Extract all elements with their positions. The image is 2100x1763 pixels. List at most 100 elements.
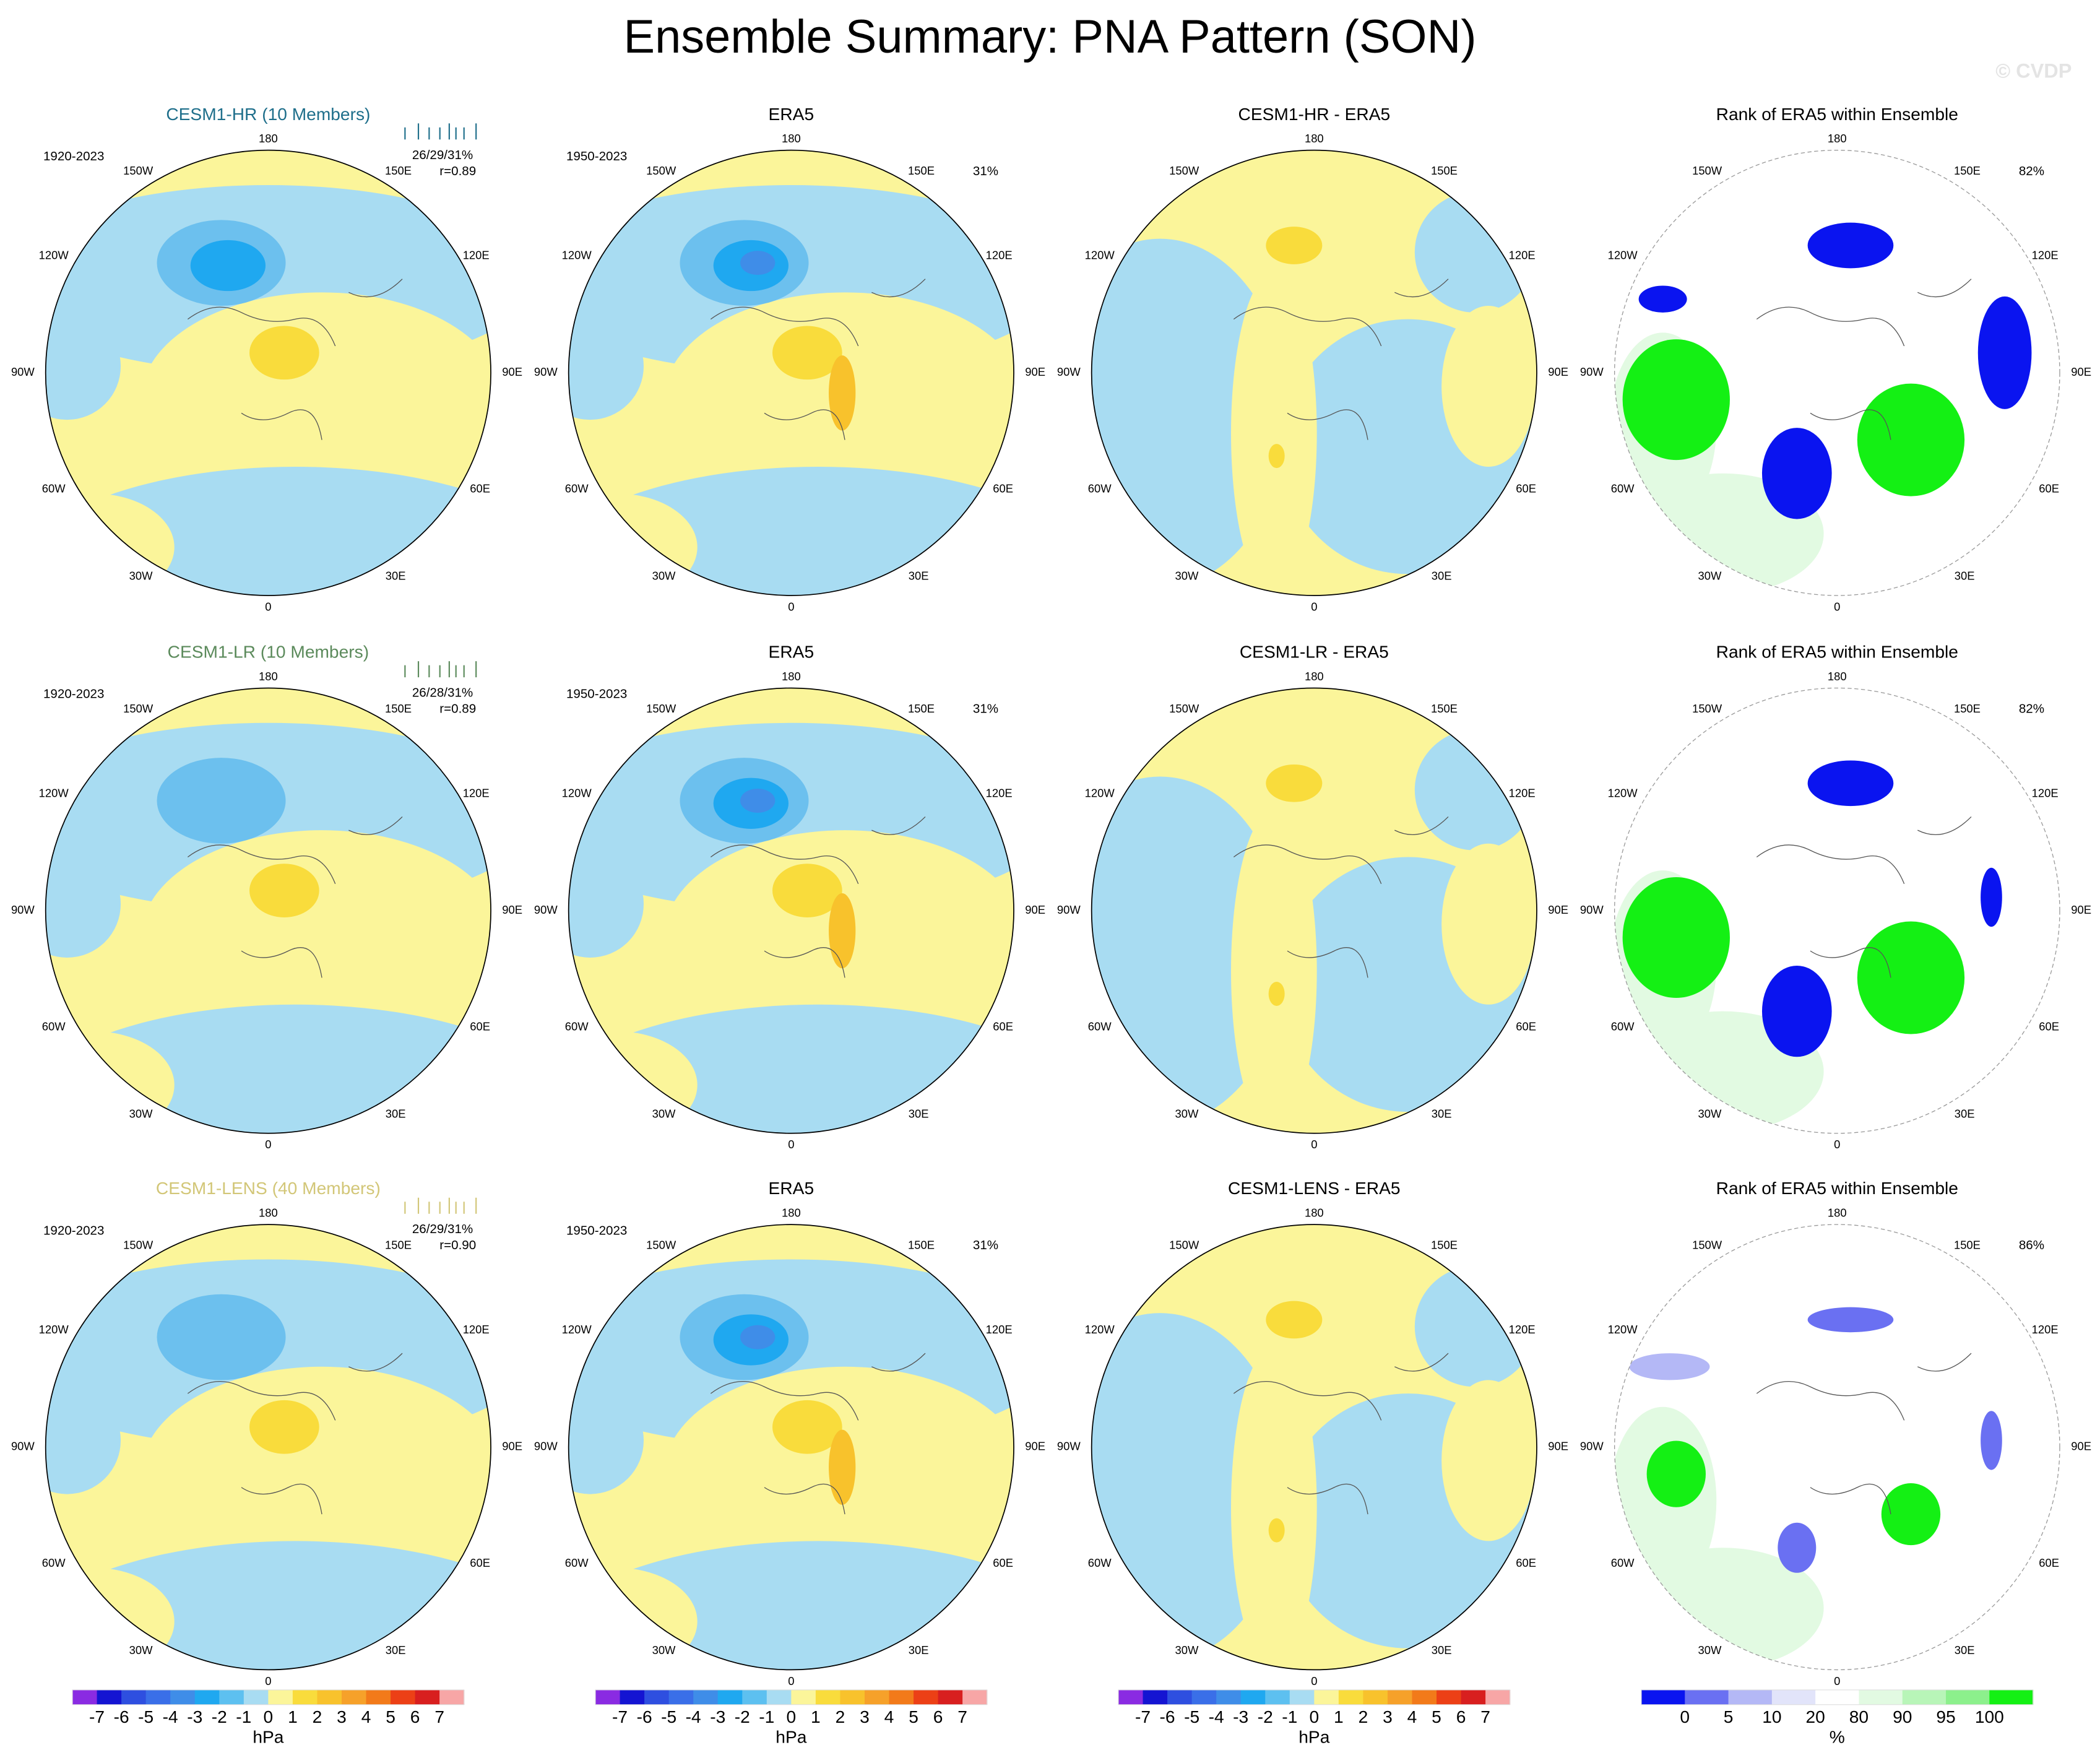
map-region xyxy=(1807,1307,1894,1333)
colorbar-label: 0 xyxy=(264,1707,274,1726)
map xyxy=(568,688,1014,1133)
lon-label: 60W xyxy=(1088,1556,1112,1569)
lon-label: 90W xyxy=(11,903,35,916)
coastline xyxy=(1756,279,1972,440)
colorbar-label: 0 xyxy=(1309,1707,1319,1726)
ensemble-stat: 26/29/31% xyxy=(412,1222,473,1236)
colorbar-label: 2 xyxy=(836,1707,845,1726)
colorbar-box xyxy=(341,1689,367,1705)
map-region xyxy=(1268,981,1285,1006)
lon-label: 120E xyxy=(1509,249,1536,262)
lon-label: 180 xyxy=(259,1206,278,1219)
lon-label: 120W xyxy=(1085,249,1115,262)
colorbar-box xyxy=(1314,1689,1339,1705)
colorbar-label: -5 xyxy=(138,1707,153,1726)
pattern-correlation: 31% xyxy=(973,164,998,178)
colorbar-label: -6 xyxy=(1160,1707,1175,1726)
colorbar-box xyxy=(1641,1689,1685,1705)
lon-label: 150W xyxy=(646,1239,676,1252)
lon-label: 150E xyxy=(1431,1239,1458,1252)
lon-label: 150W xyxy=(1692,164,1722,177)
coastline xyxy=(1756,817,1972,978)
map-region xyxy=(140,292,491,507)
colorbar-box xyxy=(840,1689,865,1705)
lon-label: 30E xyxy=(1955,1107,1975,1120)
map-region xyxy=(829,1429,856,1505)
colorbar-label: -6 xyxy=(637,1707,652,1726)
map-region xyxy=(1977,296,2032,409)
colorbar-label: 0 xyxy=(787,1707,797,1726)
map-region xyxy=(1981,1411,2002,1470)
map xyxy=(568,1224,1014,1670)
map-region xyxy=(740,251,776,275)
lon-label: 120E xyxy=(986,249,1013,262)
panel-title: CESM1-LR - ERA5 xyxy=(1240,643,1389,662)
map-region xyxy=(1778,1522,1817,1573)
lon-label: 90E xyxy=(1025,903,1045,916)
colorbar-box xyxy=(1946,1689,1990,1705)
map xyxy=(45,1224,491,1670)
map-region xyxy=(568,1567,698,1670)
colorbar-label: 1 xyxy=(811,1707,821,1726)
colorbar-label: 5 xyxy=(386,1707,395,1726)
colorbar-box xyxy=(742,1689,767,1705)
coastline xyxy=(187,279,403,440)
pattern-correlation: 31% xyxy=(973,702,998,716)
map-region xyxy=(190,240,266,292)
lon-label: 150E xyxy=(385,164,412,177)
colorbar-label: 20 xyxy=(1805,1707,1825,1726)
lon-label: 120E xyxy=(463,1323,490,1336)
colorbar-box xyxy=(243,1689,269,1705)
map-region xyxy=(1441,305,1536,467)
lon-label: 120E xyxy=(986,1323,1013,1336)
lon-label: 90W xyxy=(534,365,558,378)
lon-label: 120E xyxy=(2032,786,2059,799)
map-region xyxy=(568,1031,698,1133)
lon-label: 120E xyxy=(2032,1323,2059,1336)
colorbar-box xyxy=(1859,1689,1903,1705)
lon-label: 30W xyxy=(1698,1644,1722,1657)
colorbar-box xyxy=(439,1689,465,1705)
colorbar-label: 95 xyxy=(1936,1707,1955,1726)
map-region xyxy=(1761,965,1832,1057)
lon-label: 180 xyxy=(782,1206,801,1219)
lon-label: 60W xyxy=(1611,482,1635,495)
lon-label: 60E xyxy=(993,1556,1013,1569)
colorbar-label: -2 xyxy=(212,1707,227,1726)
lon-label: 120E xyxy=(463,786,490,799)
map-region xyxy=(1266,227,1323,264)
colorbar-box xyxy=(693,1689,719,1705)
lon-label: 60W xyxy=(1088,1020,1112,1033)
lon-label: 150E xyxy=(385,1239,412,1252)
lon-label: 30E xyxy=(909,569,929,582)
colorbar-box xyxy=(1216,1689,1242,1705)
map-region xyxy=(140,1366,491,1582)
lon-label: 150E xyxy=(385,702,412,715)
panel-title: Rank of ERA5 within Ensemble xyxy=(1716,1179,1958,1198)
lon-label: 0 xyxy=(265,1138,271,1151)
colorbar-frame xyxy=(595,1689,988,1705)
colorbar-box xyxy=(97,1689,122,1705)
colorbar-box xyxy=(1118,1689,1144,1705)
lon-label: 0 xyxy=(1311,1674,1317,1687)
lon-label: 60E xyxy=(1516,482,1536,495)
period: 1920-2023 xyxy=(43,1223,104,1237)
figure-title: Ensemble Summary: PNA Pattern (SON) xyxy=(624,11,1477,63)
lon-label: 120E xyxy=(1509,786,1536,799)
period: 1920-2023 xyxy=(43,687,104,701)
map-region xyxy=(1629,1353,1710,1380)
colorbar-label: 6 xyxy=(410,1707,420,1726)
panel-title: ERA5 xyxy=(769,105,815,124)
lon-label: 150E xyxy=(1954,164,1981,177)
map-border xyxy=(45,687,491,1134)
map-region xyxy=(1268,444,1285,469)
map-border xyxy=(568,149,1014,596)
coastline xyxy=(187,817,403,978)
lon-label: 60W xyxy=(42,1556,66,1569)
map-border xyxy=(1091,687,1537,1134)
lon-label: 60W xyxy=(1611,1556,1635,1569)
lon-label: 30E xyxy=(1432,1644,1452,1657)
lon-label: 0 xyxy=(788,600,794,613)
lon-label: 0 xyxy=(788,1674,794,1687)
lon-label: 180 xyxy=(259,670,278,683)
